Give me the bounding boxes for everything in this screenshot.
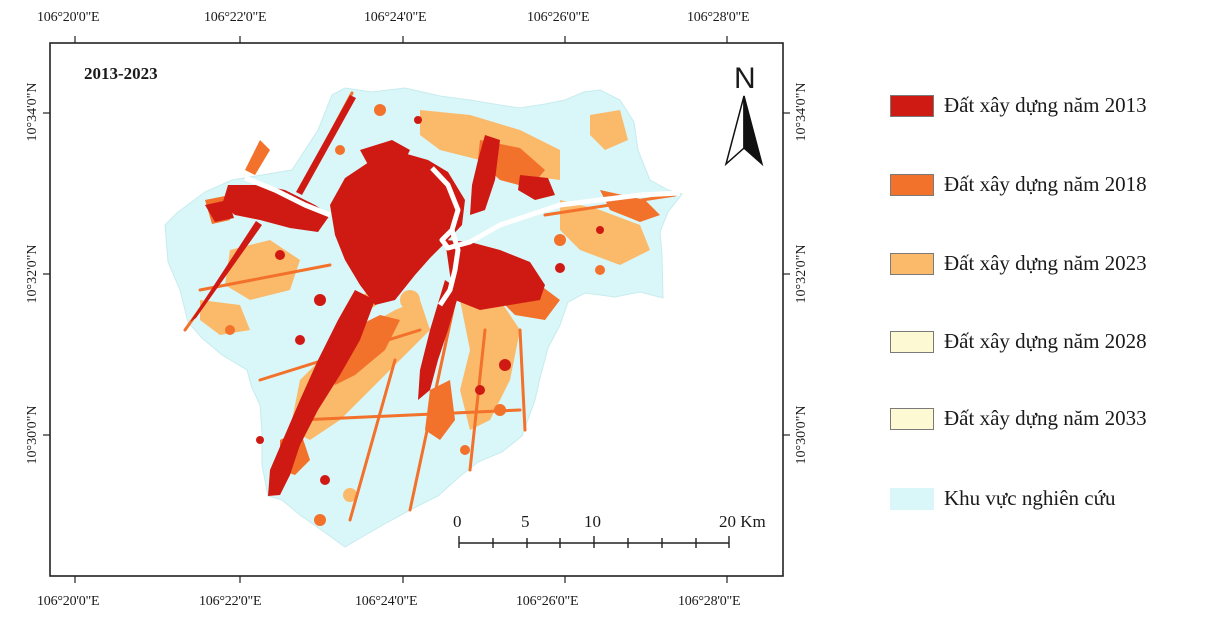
coord-top-4: 106°26'0"E (527, 10, 590, 25)
scale-bar (458, 536, 730, 548)
legend-label: Đất xây dựng năm 2028 (944, 329, 1147, 353)
legend-swatch (890, 408, 934, 430)
legend-swatch (890, 331, 934, 353)
legend-swatch (890, 488, 934, 510)
coord-top-1: 106°20'0"E (37, 10, 100, 25)
legend-label: Đất xây dựng năm 2023 (944, 251, 1147, 275)
coord-top-3: 106°24'0"E (364, 10, 427, 25)
coord-left-2: 10°32'0"N (25, 244, 40, 304)
north-label: N (734, 62, 756, 95)
coord-left-3: 10°30'0"N (25, 405, 40, 465)
period-label: 2013-2023 (84, 64, 158, 83)
coord-bottom-1: 106°20'0"E (37, 594, 100, 609)
coord-right-1: 10°34'0"N (794, 82, 809, 142)
legend-label: Đất xây dựng năm 2018 (944, 172, 1147, 196)
north-arrow-icon (724, 95, 764, 167)
coord-bottom-4: 106°26'0"E (516, 594, 579, 609)
legend-label: Khu vực nghiên cứu (944, 486, 1116, 510)
legend-item-2018: Đất xây dựng năm 2018 (888, 172, 1208, 198)
scale-label-0: 0 (453, 512, 462, 531)
legend-swatch (890, 95, 934, 117)
legend-item-study-area: Khu vực nghiên cứu (888, 486, 1208, 512)
scale-label-20km: 20 Km (719, 512, 766, 531)
built-2013 (190, 95, 604, 496)
coord-right-2: 10°32'0"N (794, 244, 809, 304)
coord-left-1: 10°34'0"N (25, 82, 40, 142)
legend-item-2028: Đất xây dựng năm 2028 (888, 329, 1208, 355)
legend-item-2033: Đất xây dựng năm 2033 (888, 406, 1208, 432)
coord-top-2: 106°22'0"E (204, 10, 267, 25)
legend-label: Đất xây dựng năm 2013 (944, 93, 1147, 117)
coord-top-5: 106°28'0"E (687, 10, 750, 25)
coord-right-3: 10°30'0"N (794, 405, 809, 465)
coord-bottom-2: 106°22'0"E (199, 594, 262, 609)
legend-swatch (890, 253, 934, 275)
legend-swatch (890, 174, 934, 196)
coord-bottom-5: 106°28'0"E (678, 594, 741, 609)
river (244, 166, 681, 307)
scale-label-5: 5 (521, 512, 530, 531)
frame-ticks (43, 36, 790, 583)
legend-item-2013: Đất xây dựng năm 2013 (888, 93, 1208, 119)
legend-label: Đất xây dựng năm 2033 (944, 406, 1147, 430)
legend-item-2023: Đất xây dựng năm 2023 (888, 251, 1208, 277)
coord-bottom-3: 106°24'0"E (355, 594, 418, 609)
scale-label-10: 10 (584, 512, 601, 531)
